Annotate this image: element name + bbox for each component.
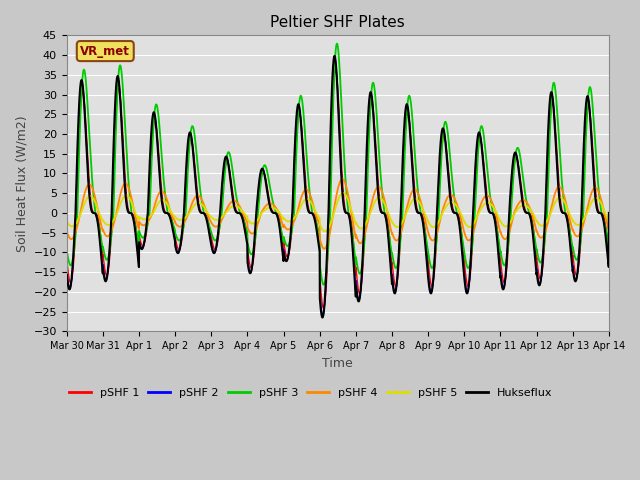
Hukseflux — [179, 221, 187, 227]
Line: pSHF 1: pSHF 1 — [67, 70, 609, 308]
X-axis label: Time: Time — [323, 357, 353, 370]
Line: pSHF 5: pSHF 5 — [67, 193, 609, 231]
Hukseflux — [605, 264, 612, 270]
pSHF 2 — [391, 289, 399, 295]
pSHF 5 — [214, 217, 222, 223]
pSHF 5 — [605, 217, 612, 223]
pSHF 3 — [391, 264, 399, 269]
pSHF 1 — [605, 250, 612, 256]
Hukseflux — [605, 210, 612, 216]
pSHF 3 — [605, 243, 612, 249]
pSHF 4 — [554, 185, 561, 191]
pSHF 3 — [333, 41, 341, 47]
pSHF 4 — [321, 246, 328, 252]
pSHF 3 — [605, 210, 612, 216]
Hukseflux — [391, 290, 399, 296]
pSHF 1 — [214, 236, 222, 242]
pSHF 5 — [391, 223, 399, 228]
Line: Hukseflux: Hukseflux — [67, 56, 609, 318]
pSHF 3 — [214, 232, 222, 238]
pSHF 2 — [319, 312, 326, 318]
pSHF 2 — [605, 260, 612, 266]
pSHF 5 — [63, 218, 70, 224]
pSHF 3 — [401, 161, 408, 167]
pSHF 2 — [63, 268, 70, 274]
Line: pSHF 3: pSHF 3 — [67, 44, 609, 285]
pSHF 5 — [554, 196, 561, 202]
Text: VR_met: VR_met — [81, 45, 130, 58]
Legend: pSHF 1, pSHF 2, pSHF 3, pSHF 4, pSHF 5, Hukseflux: pSHF 1, pSHF 2, pSHF 3, pSHF 4, pSHF 5, … — [65, 384, 557, 403]
pSHF 1 — [401, 149, 408, 155]
pSHF 5 — [605, 210, 612, 216]
pSHF 4 — [391, 237, 399, 242]
pSHF 5 — [321, 228, 329, 234]
pSHF 1 — [391, 281, 399, 287]
Hukseflux — [214, 230, 222, 236]
Hukseflux — [319, 315, 326, 321]
pSHF 2 — [554, 170, 561, 176]
pSHF 2 — [179, 224, 187, 229]
pSHF 1 — [554, 161, 561, 167]
pSHF 4 — [339, 176, 346, 182]
pSHF 3 — [179, 228, 187, 233]
pSHF 2 — [331, 56, 339, 62]
Line: pSHF 2: pSHF 2 — [67, 59, 609, 315]
pSHF 1 — [320, 305, 328, 311]
pSHF 3 — [320, 282, 328, 288]
pSHF 5 — [179, 216, 187, 222]
pSHF 2 — [401, 129, 408, 135]
pSHF 1 — [605, 210, 612, 216]
Hukseflux — [554, 174, 561, 180]
pSHF 5 — [339, 190, 347, 196]
Hukseflux — [63, 272, 70, 277]
pSHF 3 — [554, 116, 561, 122]
Hukseflux — [331, 53, 339, 59]
pSHF 4 — [605, 210, 612, 216]
Line: pSHF 4: pSHF 4 — [67, 179, 609, 249]
Y-axis label: Soil Heat Flux (W/m2): Soil Heat Flux (W/m2) — [15, 115, 28, 252]
pSHF 4 — [401, 216, 408, 222]
pSHF 4 — [63, 228, 70, 234]
pSHF 1 — [63, 256, 70, 262]
pSHF 4 — [605, 226, 612, 232]
pSHF 4 — [179, 222, 187, 228]
Hukseflux — [401, 122, 408, 128]
pSHF 2 — [214, 232, 222, 238]
pSHF 4 — [214, 223, 222, 228]
pSHF 5 — [401, 215, 408, 221]
pSHF 1 — [332, 67, 339, 72]
Title: Peltier SHF Plates: Peltier SHF Plates — [271, 15, 405, 30]
pSHF 3 — [63, 248, 70, 253]
pSHF 2 — [605, 210, 612, 216]
pSHF 1 — [179, 229, 187, 235]
